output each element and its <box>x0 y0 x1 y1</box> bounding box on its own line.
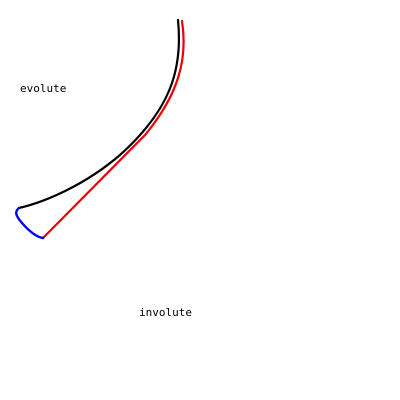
evolute-label: evolute <box>20 82 67 95</box>
connector-arc <box>14 206 45 240</box>
evolute-curve <box>17 18 181 210</box>
involute-curve <box>41 19 185 240</box>
involute-label: involute <box>139 306 192 319</box>
